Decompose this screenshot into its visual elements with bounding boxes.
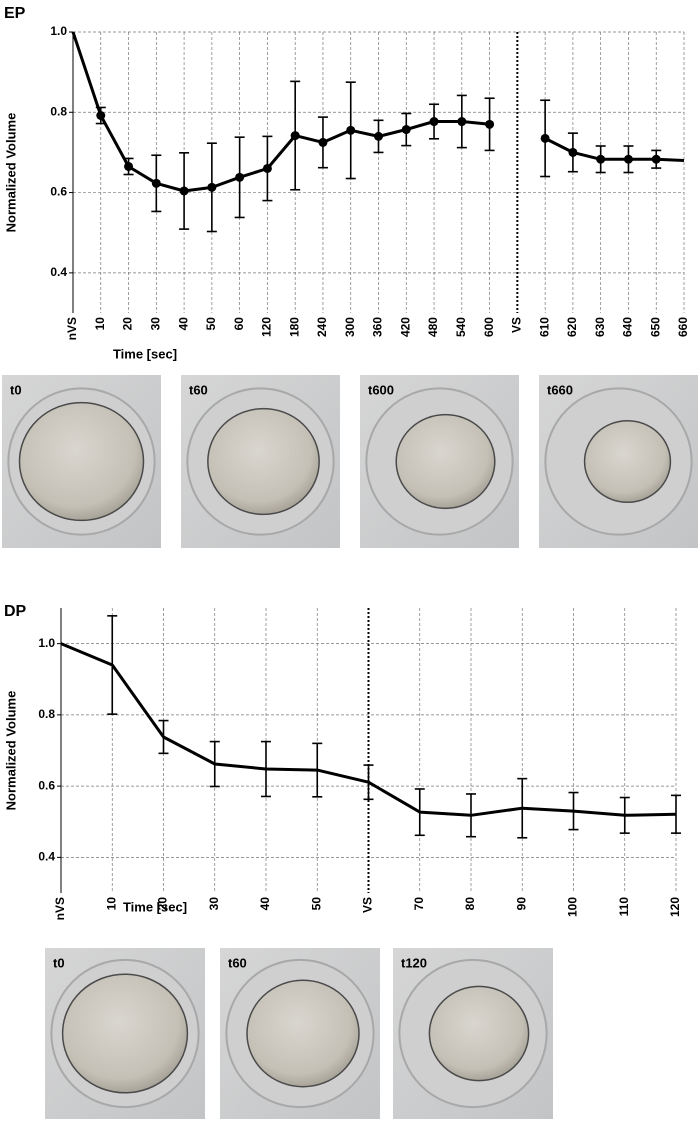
x-axis-label: Time [sec]	[123, 899, 187, 914]
x-tick-label: 650	[648, 317, 662, 337]
micrograph-label: t600	[368, 382, 394, 397]
cell	[207, 407, 320, 516]
y-tick-label: 0.8	[38, 707, 55, 721]
marker	[623, 154, 633, 164]
x-tick-label: 90	[514, 897, 528, 911]
marker	[96, 110, 106, 120]
x-tick-label: 300	[343, 317, 357, 337]
marker	[457, 117, 467, 127]
marker	[596, 154, 606, 164]
x-tick-label: 180	[287, 317, 301, 337]
cell	[246, 979, 360, 1088]
marker	[346, 125, 356, 135]
x-tick-label: VS	[510, 317, 524, 333]
micrograph-label: t0	[53, 955, 65, 970]
y-tick-label: 0.4	[38, 850, 55, 864]
x-axis-label: Time [sec]	[113, 346, 177, 361]
micrograph-label: t120	[401, 955, 427, 970]
micrograph: t0	[2, 375, 161, 548]
marker	[290, 131, 300, 141]
x-tick-label: 420	[398, 317, 412, 337]
y-axis-label: Normalized Volume	[3, 691, 18, 811]
y-tick-label: 0.4	[50, 265, 67, 279]
marker	[318, 137, 328, 147]
x-tick-label: 10	[104, 897, 118, 911]
x-tick-label: 480	[426, 317, 440, 337]
x-tick-label: 610	[537, 317, 551, 337]
cell	[61, 973, 189, 1094]
x-tick-label: 110	[617, 897, 631, 917]
marker	[262, 163, 272, 173]
y-axis-label: Normalized Volume	[3, 113, 18, 233]
micrograph-label: t660	[547, 382, 573, 397]
cell	[583, 419, 672, 504]
x-tick-label: VS	[361, 897, 375, 913]
micrograph-label: t0	[10, 382, 22, 397]
x-tick-label: 240	[315, 317, 329, 337]
micrograph: t0	[45, 948, 205, 1119]
x-tick-label: 50	[309, 897, 323, 911]
x-tick-label: 40	[258, 897, 272, 911]
x-tick-label: 360	[371, 317, 385, 337]
micrograph-label: t60	[189, 382, 208, 397]
data-line	[71, 31, 685, 193]
x-tick-label: nVS	[65, 317, 79, 340]
x-tick-label: 20	[121, 317, 135, 331]
x-tick-label: 70	[412, 897, 426, 911]
marker	[151, 178, 161, 188]
marker	[401, 125, 411, 135]
marker	[124, 161, 134, 171]
y-tick-label: 0.6	[50, 185, 67, 199]
marker	[207, 182, 217, 192]
micrograph: t600	[360, 375, 519, 548]
y-tick-label: 1.0	[50, 24, 67, 38]
cell	[428, 985, 530, 1082]
micrograph: t660	[539, 375, 698, 548]
chart-title: EP	[4, 5, 26, 22]
cell	[18, 401, 145, 522]
marker	[429, 117, 439, 127]
x-tick-label: 640	[621, 317, 635, 337]
marker	[568, 147, 578, 157]
x-tick-label: 660	[676, 317, 690, 337]
marker	[235, 172, 245, 182]
chart-title: DP	[4, 603, 27, 620]
x-tick-label: nVS	[53, 897, 67, 920]
marker	[651, 154, 661, 164]
y-tick-label: 1.0	[38, 636, 55, 650]
x-tick-label: 60	[232, 317, 246, 331]
y-tick-label: 0.6	[38, 778, 55, 792]
marker	[540, 133, 550, 143]
marker	[485, 119, 495, 129]
micrograph: t120	[393, 948, 553, 1119]
x-tick-label: 540	[454, 317, 468, 337]
x-tick-label: 120	[668, 897, 682, 917]
x-tick-label: 20	[156, 897, 170, 911]
x-tick-label: 10	[93, 317, 107, 331]
x-tick-label: 630	[593, 317, 607, 337]
x-tick-label: 100	[566, 897, 580, 917]
x-tick-label: 30	[207, 897, 221, 911]
micrograph: t60	[181, 375, 340, 548]
micrograph: t60	[220, 948, 380, 1119]
marker	[374, 131, 383, 141]
micrograph-label: t60	[228, 955, 247, 970]
x-tick-label: 120	[260, 317, 274, 337]
x-tick-label: 50	[204, 317, 218, 331]
x-tick-label: 30	[148, 317, 162, 331]
x-tick-label: 40	[176, 317, 190, 331]
cell	[395, 413, 496, 510]
x-tick-label: 600	[482, 317, 496, 337]
marker	[179, 186, 189, 196]
x-tick-label: 80	[463, 897, 477, 911]
x-tick-label: 620	[565, 317, 579, 337]
y-tick-label: 0.8	[50, 104, 67, 118]
